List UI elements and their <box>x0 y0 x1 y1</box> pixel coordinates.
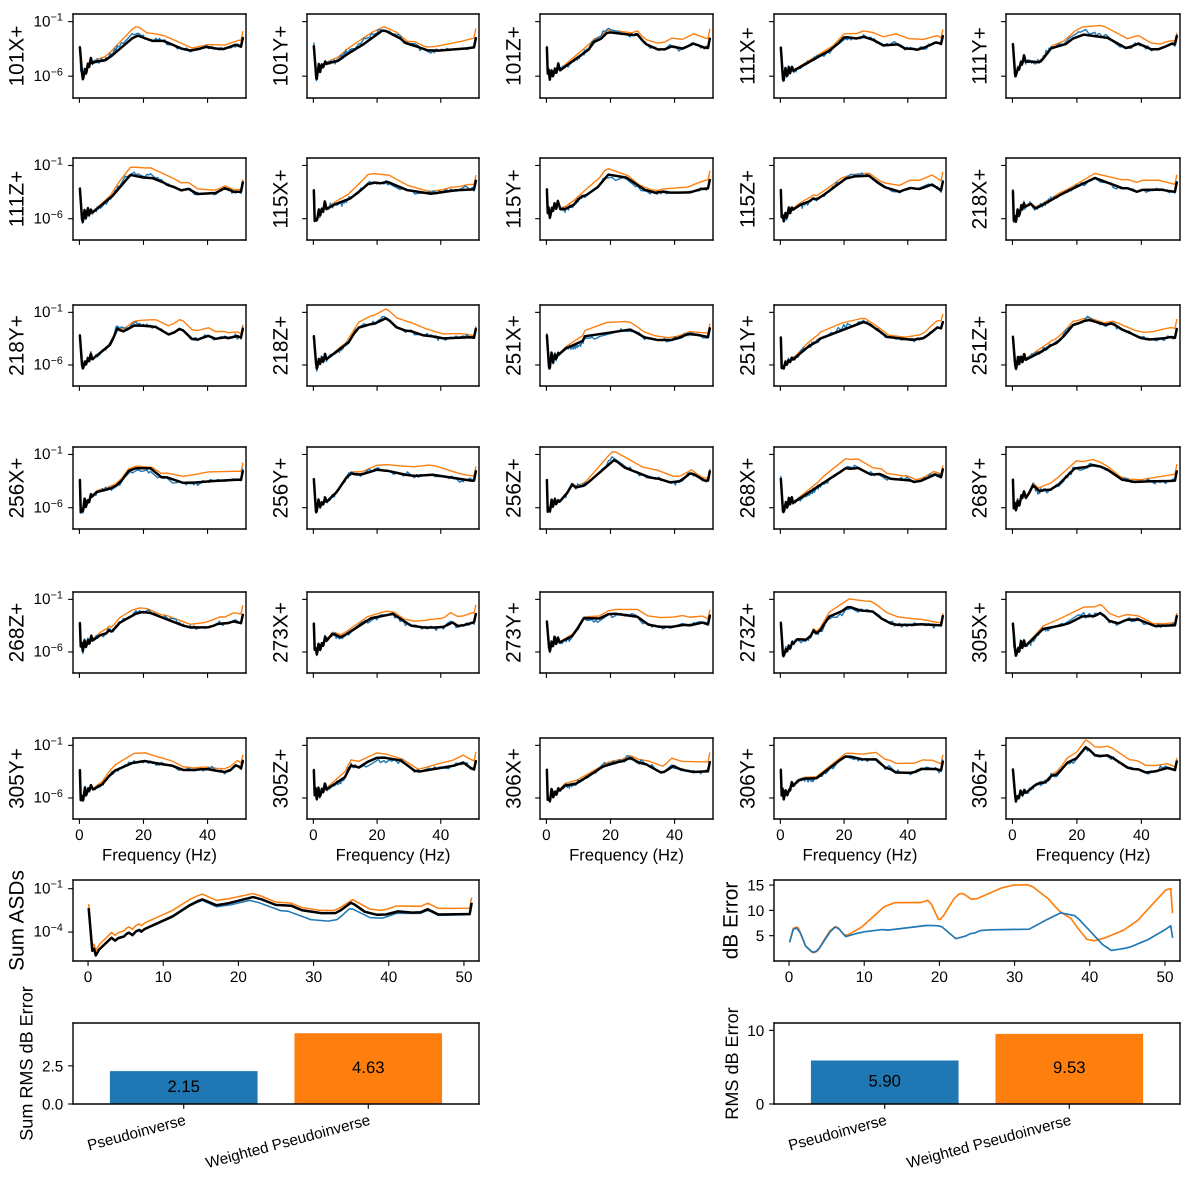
svg-text:268Z+: 268Z+ <box>6 602 30 662</box>
svg-text:256Y+: 256Y+ <box>269 457 293 518</box>
svg-text:20: 20 <box>931 969 948 986</box>
svg-text:40: 40 <box>666 827 683 844</box>
svg-text:2.5: 2.5 <box>42 1059 63 1076</box>
svg-text:20: 20 <box>602 827 619 844</box>
svg-text:251Y+: 251Y+ <box>736 315 760 376</box>
svg-text:0: 0 <box>309 827 318 844</box>
svg-text:0.0: 0.0 <box>42 1097 63 1114</box>
svg-text:0: 0 <box>1008 827 1017 844</box>
svg-text:10: 10 <box>747 1023 764 1040</box>
svg-text:9.53: 9.53 <box>1053 1058 1086 1077</box>
svg-text:111Z+: 111Z+ <box>6 170 30 227</box>
svg-text:40: 40 <box>899 827 916 844</box>
svg-text:0: 0 <box>542 827 551 844</box>
svg-text:306X+: 306X+ <box>502 748 526 809</box>
svg-text:115Y+: 115Y+ <box>502 169 526 229</box>
svg-text:30: 30 <box>305 969 322 986</box>
svg-text:20: 20 <box>230 969 247 986</box>
svg-text:Sum ASDs: Sum ASDs <box>6 870 30 971</box>
svg-text:50: 50 <box>1156 969 1173 986</box>
svg-text:Frequency (Hz): Frequency (Hz) <box>1036 845 1151 864</box>
svg-text:2.15: 2.15 <box>168 1077 201 1096</box>
svg-text:306Y+: 306Y+ <box>736 748 760 809</box>
svg-text:Frequency (Hz): Frequency (Hz) <box>102 845 217 864</box>
svg-text:256Z+: 256Z+ <box>502 458 526 518</box>
svg-text:306Z+: 306Z+ <box>968 748 992 808</box>
svg-text:40: 40 <box>1081 969 1098 986</box>
svg-text:101X+: 101X+ <box>6 25 30 86</box>
svg-text:50: 50 <box>455 969 472 986</box>
svg-text:20: 20 <box>135 827 152 844</box>
svg-text:5.90: 5.90 <box>869 1071 902 1090</box>
svg-text:20: 20 <box>836 827 853 844</box>
svg-text:0: 0 <box>84 969 93 986</box>
svg-text:305Z+: 305Z+ <box>269 748 293 808</box>
svg-text:15: 15 <box>747 878 764 895</box>
svg-text:268Y+: 268Y+ <box>968 457 992 518</box>
svg-text:10: 10 <box>747 903 764 920</box>
svg-text:0: 0 <box>756 1097 765 1114</box>
svg-text:115X+: 115X+ <box>269 169 293 229</box>
svg-text:101Y+: 101Y+ <box>269 25 293 86</box>
svg-text:305Y+: 305Y+ <box>6 748 30 809</box>
svg-text:0: 0 <box>75 827 84 844</box>
svg-text:0: 0 <box>785 969 794 986</box>
svg-text:40: 40 <box>1133 827 1150 844</box>
svg-text:218Y+: 218Y+ <box>6 315 30 376</box>
svg-text:256X+: 256X+ <box>6 457 30 518</box>
svg-text:251X+: 251X+ <box>502 315 526 376</box>
svg-text:40: 40 <box>199 827 216 844</box>
svg-text:20: 20 <box>369 827 386 844</box>
svg-text:20: 20 <box>1068 827 1085 844</box>
svg-text:218Z+: 218Z+ <box>269 315 293 375</box>
svg-text:Frequency (Hz): Frequency (Hz) <box>803 845 918 864</box>
svg-text:251Z+: 251Z+ <box>968 315 992 375</box>
svg-text:Sum RMS dB Error: Sum RMS dB Error <box>16 985 37 1140</box>
svg-text:115Z+: 115Z+ <box>736 170 760 228</box>
svg-text:273X+: 273X+ <box>269 602 293 663</box>
svg-text:10: 10 <box>856 969 873 986</box>
svg-text:218X+: 218X+ <box>968 168 992 229</box>
svg-text:30: 30 <box>1006 969 1023 986</box>
svg-text:40: 40 <box>432 827 449 844</box>
svg-text:10: 10 <box>155 969 172 986</box>
svg-text:101Z+: 101Z+ <box>502 26 526 86</box>
svg-text:268X+: 268X+ <box>736 457 760 518</box>
svg-text:0: 0 <box>776 827 785 844</box>
svg-text:111X+: 111X+ <box>736 27 760 85</box>
svg-text:273Z+: 273Z+ <box>736 602 760 662</box>
svg-text:273Y+: 273Y+ <box>502 602 526 663</box>
svg-text:40: 40 <box>380 969 397 986</box>
svg-text:RMS dB Error: RMS dB Error <box>721 1006 742 1119</box>
svg-text:dB Error: dB Error <box>719 882 743 960</box>
svg-text:Frequency (Hz): Frequency (Hz) <box>569 845 684 864</box>
svg-text:5: 5 <box>756 929 765 946</box>
svg-text:111Y+: 111Y+ <box>968 27 992 85</box>
svg-text:Frequency (Hz): Frequency (Hz) <box>336 845 451 864</box>
svg-text:4.63: 4.63 <box>352 1058 385 1077</box>
svg-text:305X+: 305X+ <box>968 602 992 663</box>
